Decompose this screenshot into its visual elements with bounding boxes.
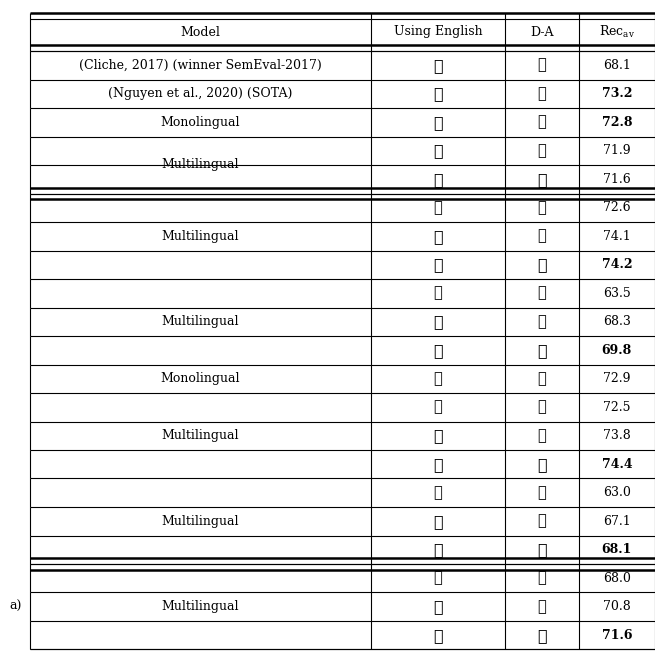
Text: ✓: ✓ xyxy=(433,142,443,159)
Text: ✗: ✗ xyxy=(434,486,442,500)
Text: Multilingual: Multilingual xyxy=(162,159,239,172)
Text: ✓: ✓ xyxy=(433,598,443,615)
Text: 63.0: 63.0 xyxy=(603,486,631,499)
Text: ✗: ✗ xyxy=(538,571,546,586)
Text: 71.9: 71.9 xyxy=(603,144,631,157)
Text: 68.0: 68.0 xyxy=(603,572,631,585)
Text: ✗: ✗ xyxy=(538,372,546,386)
Text: ✗: ✗ xyxy=(538,315,546,329)
Text: Multilingual: Multilingual xyxy=(162,230,239,243)
Text: 74.2: 74.2 xyxy=(601,258,632,271)
Text: 73.8: 73.8 xyxy=(603,429,631,442)
Text: ✓: ✓ xyxy=(537,456,547,473)
Text: Multilingual: Multilingual xyxy=(162,515,239,528)
Text: ✓: ✓ xyxy=(433,541,443,558)
Text: ✗: ✗ xyxy=(538,400,546,414)
Text: D-A: D-A xyxy=(530,26,553,39)
Text: ✗: ✗ xyxy=(538,229,546,243)
Text: ✗: ✗ xyxy=(538,200,546,215)
Text: ✓: ✓ xyxy=(433,627,443,644)
Text: ✓: ✓ xyxy=(537,627,547,644)
Text: ✓: ✓ xyxy=(433,342,443,359)
Text: ✗: ✗ xyxy=(434,372,442,386)
Text: ✗: ✗ xyxy=(538,600,546,614)
Text: ✓: ✓ xyxy=(537,342,547,359)
Text: ✓: ✓ xyxy=(433,427,443,444)
Text: ✓: ✓ xyxy=(433,85,443,102)
Text: ✗: ✗ xyxy=(538,514,546,528)
Text: Multilingual: Multilingual xyxy=(162,600,239,613)
Text: ✓: ✓ xyxy=(433,513,443,530)
Text: 67.1: 67.1 xyxy=(603,515,631,528)
Text: ✗: ✗ xyxy=(538,429,546,443)
Text: 74.4: 74.4 xyxy=(601,458,632,471)
Text: ✓: ✓ xyxy=(433,456,443,473)
Text: 68.3: 68.3 xyxy=(603,315,631,328)
Text: 72.6: 72.6 xyxy=(603,201,631,214)
Text: ✓: ✓ xyxy=(433,114,443,131)
Text: Model: Model xyxy=(180,26,220,39)
Text: ✗: ✗ xyxy=(434,286,442,300)
Text: 63.5: 63.5 xyxy=(603,287,631,300)
Text: ✗: ✗ xyxy=(538,115,546,129)
Text: 73.2: 73.2 xyxy=(602,87,632,100)
Text: ✓: ✓ xyxy=(433,171,443,188)
Text: ✓: ✓ xyxy=(433,256,443,273)
Text: (Nguyen et al., 2020) (SOTA): (Nguyen et al., 2020) (SOTA) xyxy=(108,87,293,100)
Text: Multilingual: Multilingual xyxy=(162,315,239,328)
Text: ✗: ✗ xyxy=(538,286,546,300)
Text: 71.6: 71.6 xyxy=(603,173,631,186)
Text: ✓: ✓ xyxy=(433,57,443,74)
Text: 69.8: 69.8 xyxy=(602,344,632,357)
Text: a): a) xyxy=(10,600,22,613)
Text: 68.1: 68.1 xyxy=(602,543,632,556)
Text: 68.1: 68.1 xyxy=(603,59,631,72)
Text: Multilingual: Multilingual xyxy=(162,429,239,442)
Text: 74.1: 74.1 xyxy=(603,230,631,243)
Text: ✗: ✗ xyxy=(434,400,442,414)
Text: Rec$_\mathregular{av}$: Rec$_\mathregular{av}$ xyxy=(599,24,635,40)
Text: ✓: ✓ xyxy=(537,171,547,188)
Text: ✗: ✗ xyxy=(434,571,442,586)
Text: (Cliche, 2017) (winner SemEval-2017): (Cliche, 2017) (winner SemEval-2017) xyxy=(79,59,322,72)
Text: 71.6: 71.6 xyxy=(602,629,632,642)
Text: ✓: ✓ xyxy=(537,256,547,273)
Text: ✗: ✗ xyxy=(538,143,546,158)
Text: 72.8: 72.8 xyxy=(602,116,632,129)
Text: 70.8: 70.8 xyxy=(603,600,631,613)
Text: 72.9: 72.9 xyxy=(603,372,631,385)
Text: ✓: ✓ xyxy=(433,228,443,245)
Text: ✗: ✗ xyxy=(538,86,546,101)
Text: 72.5: 72.5 xyxy=(603,401,631,414)
Text: ✓: ✓ xyxy=(537,541,547,558)
Text: ✗: ✗ xyxy=(538,58,546,72)
Text: Monolingual: Monolingual xyxy=(160,372,240,385)
Text: ✓: ✓ xyxy=(433,313,443,330)
Text: Monolingual: Monolingual xyxy=(160,116,240,129)
Text: Using English: Using English xyxy=(394,26,482,39)
Text: ✗: ✗ xyxy=(538,486,546,500)
Text: ✗: ✗ xyxy=(434,200,442,215)
